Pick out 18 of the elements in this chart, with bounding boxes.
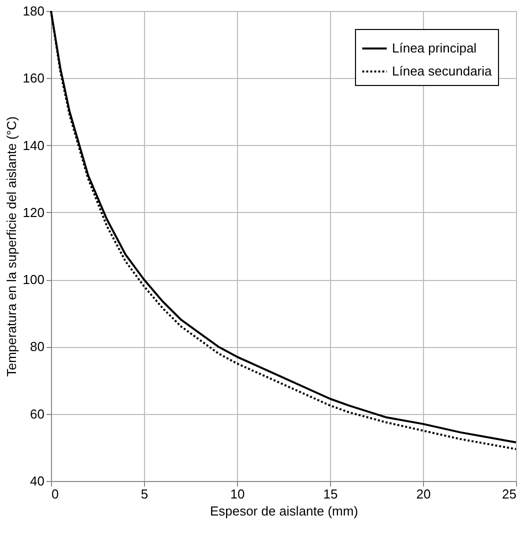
x-tick-label: 25 — [502, 486, 516, 502]
legend-label: Línea secundaria — [392, 64, 493, 78]
y-tick-label: 120 — [22, 204, 44, 220]
x-tick-label: 20 — [416, 486, 431, 502]
y-tick-label: 40 — [30, 474, 44, 488]
x-tick-label: 5 — [140, 486, 148, 502]
y-axis-title: Temperatura en la superficie del aislante (°C) — [4, 116, 19, 377]
x-tick-label: 10 — [230, 486, 245, 502]
y-tick-label: 60 — [30, 406, 44, 422]
x-axis-title: Espesor de aislante (mm) — [210, 504, 358, 518]
y-tick-label: 80 — [30, 339, 44, 354]
y-tick-label: 140 — [22, 138, 44, 153]
y-tick-label: 100 — [22, 272, 44, 288]
legend-label: Línea principal — [392, 40, 477, 56]
x-tick-label: 0 — [52, 486, 59, 502]
y-tick-label: 160 — [22, 70, 44, 86]
x-tick-label: 15 — [323, 486, 338, 502]
y-tick-label: 180 — [22, 4, 44, 18]
